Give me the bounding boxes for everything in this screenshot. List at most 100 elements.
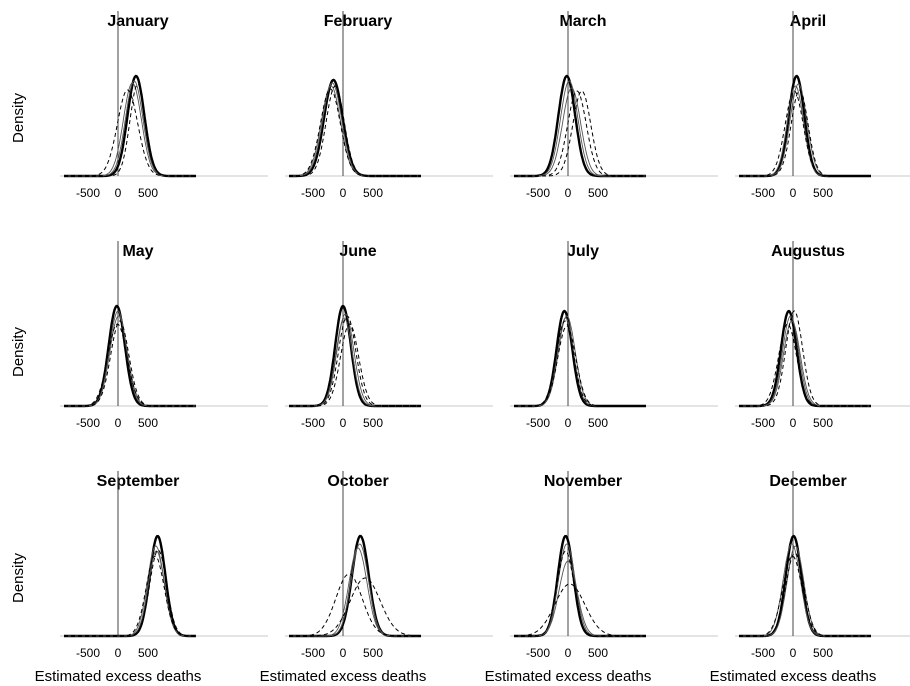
- density-curve-5: [64, 83, 196, 177]
- panel-april: April -500 0 500: [735, 11, 910, 200]
- x-tick-label: 0: [340, 186, 347, 200]
- panel-june: June -500 0 500: [285, 241, 493, 430]
- x-tick-label: 500: [138, 646, 158, 660]
- density-curve-5: [289, 88, 421, 177]
- x-tick-label: 0: [565, 186, 572, 200]
- x-tick-label: 0: [565, 646, 572, 660]
- panel-title: September: [97, 473, 180, 490]
- density-curve-2: [64, 310, 196, 407]
- x-axis-label: Estimated excess deaths: [260, 668, 427, 685]
- panel-title: June: [339, 243, 376, 260]
- density-curve-5: [64, 555, 196, 637]
- panel-may: May -500 0 500: [60, 241, 268, 430]
- panel-title: May: [122, 243, 153, 260]
- x-tick-label: -500: [301, 646, 325, 660]
- density-curve-2: [289, 85, 421, 177]
- x-tick-label: 500: [588, 646, 608, 660]
- x-tick-label: 500: [588, 186, 608, 200]
- density-curve-3: [739, 85, 871, 177]
- panel-november: November -500 0 500 Estimated excess deaths: [485, 471, 718, 685]
- x-axis-label: Estimated excess deaths: [710, 668, 877, 685]
- x-tick-label: -500: [751, 186, 775, 200]
- density-curve-2: [289, 313, 421, 407]
- x-tick-label: 0: [115, 416, 122, 430]
- density-curve-1: [514, 74, 646, 178]
- panel-title: March: [559, 13, 606, 30]
- density-curve-1: [514, 534, 646, 638]
- x-tick-label: 0: [340, 416, 347, 430]
- y-axis-label: Density: [10, 552, 27, 603]
- x-tick-label: 500: [138, 186, 158, 200]
- x-tick-label: 0: [790, 416, 797, 430]
- density-curve-1: [739, 534, 871, 638]
- x-tick-label: 500: [363, 646, 383, 660]
- x-tick-label: 0: [565, 416, 572, 430]
- density-curve-5: [739, 323, 871, 407]
- density-curve-1: [739, 74, 871, 178]
- x-tick-label: 500: [813, 186, 833, 200]
- x-tick-label: 500: [813, 416, 833, 430]
- panel-february: February -500 0 500: [285, 11, 493, 200]
- x-tick-label: 0: [115, 186, 122, 200]
- density-curve-1: [739, 309, 871, 408]
- density-curve-3: [64, 550, 196, 637]
- panel-january: January -500 0 500: [60, 11, 268, 200]
- density-curve-5: [289, 323, 421, 407]
- y-axis-label: Density: [10, 326, 27, 377]
- panel-title: December: [769, 473, 846, 490]
- panel-march: March -500 0 500: [510, 11, 718, 200]
- density-curve-4: [64, 549, 196, 637]
- density-curve-2: [64, 545, 196, 637]
- x-tick-label: 0: [790, 186, 797, 200]
- panel-title: November: [544, 473, 622, 490]
- x-tick-label: -500: [76, 646, 100, 660]
- x-axis-label: Estimated excess deaths: [35, 668, 202, 685]
- density-curve-4: [289, 573, 421, 637]
- panel-title: Augustus: [771, 243, 845, 260]
- density-curve-5: [514, 90, 646, 177]
- x-tick-label: 0: [115, 646, 122, 660]
- density-curve-1: [289, 78, 421, 178]
- density-curve-3: [514, 560, 646, 637]
- panel-title: July: [567, 243, 599, 260]
- density-curve-4: [739, 310, 871, 407]
- x-tick-label: -500: [526, 646, 550, 660]
- x-tick-label: -500: [76, 416, 100, 430]
- x-tick-label: -500: [76, 186, 100, 200]
- panel-title: October: [327, 473, 388, 490]
- y-axis-label-row-3: Density: [10, 552, 27, 603]
- density-curve-3: [289, 317, 421, 407]
- x-tick-label: -500: [751, 646, 775, 660]
- density-curve-5: [739, 555, 871, 637]
- x-tick-label: 0: [340, 646, 347, 660]
- density-curve-1: [514, 309, 646, 408]
- x-tick-label: -500: [526, 416, 550, 430]
- density-curve-4: [514, 550, 646, 637]
- panel-augustus: Augustus -500 0 500: [735, 241, 910, 430]
- panel-december: December -500 0 500 Estimated excess deaths: [710, 471, 910, 685]
- density-curve-4: [64, 320, 196, 407]
- density-curve-1: [64, 534, 196, 638]
- y-axis-label-row-2: Density: [10, 326, 27, 377]
- density-curve-4: [739, 552, 871, 637]
- panel-july: July -500 0 500: [510, 241, 718, 430]
- y-axis-label-row-1: Density: [10, 92, 27, 143]
- x-tick-label: 500: [813, 646, 833, 660]
- density-curve-5: [64, 323, 196, 407]
- density-curve-3: [289, 82, 421, 177]
- x-tick-label: 0: [790, 646, 797, 660]
- x-tick-label: -500: [301, 416, 325, 430]
- x-tick-label: 500: [363, 416, 383, 430]
- x-tick-label: 500: [588, 416, 608, 430]
- x-tick-label: -500: [751, 416, 775, 430]
- panel-title: April: [790, 13, 826, 30]
- density-curve-5: [739, 90, 871, 177]
- panel-september: September -500 0 500 Estimated excess deaths: [35, 471, 268, 685]
- density-curve-1: [289, 534, 421, 638]
- panel-october: October -500 0 500 Estimated excess deaths: [260, 471, 493, 685]
- density-curve-1: [64, 304, 196, 408]
- x-tick-label: -500: [301, 186, 325, 200]
- density-curve-5: [289, 577, 421, 637]
- x-tick-label: 500: [363, 186, 383, 200]
